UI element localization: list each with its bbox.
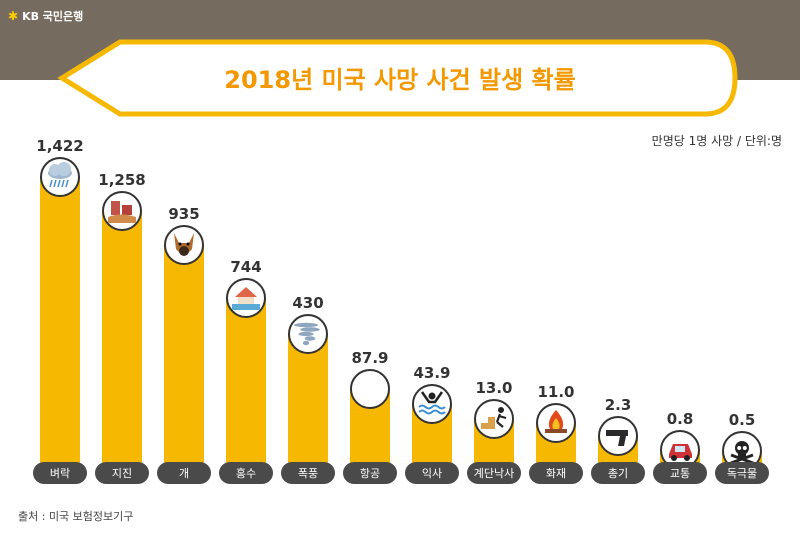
bar-group: 11.0 화재 (529, 383, 583, 484)
category-pill (467, 462, 521, 484)
bar (288, 334, 328, 472)
category-pill (529, 462, 583, 484)
kb-logo: ✱ KB 국민은행 (8, 8, 83, 24)
bar-group: 1,258 지진 (95, 171, 149, 484)
value-label: 0.5 (729, 411, 756, 429)
value-label: 11.0 (537, 383, 574, 401)
flood-house-icon (226, 278, 266, 318)
category-label: 개 (179, 467, 189, 480)
rain-cloud-icon (40, 157, 80, 197)
bar-group: 0.8 교통 (653, 410, 707, 484)
bar (102, 211, 142, 472)
category-label: 총기 (608, 467, 628, 480)
airplane-icon (350, 369, 390, 409)
category-pill (219, 462, 273, 484)
stair-fall-icon (474, 399, 514, 439)
category-label: 지진 (112, 467, 132, 480)
bar-group: 43.9 익사 (405, 364, 459, 484)
kb-star-icon: ✱ (8, 9, 19, 23)
category-pill (715, 462, 769, 484)
category-label: 화재 (546, 467, 566, 480)
value-label: 87.9 (351, 349, 388, 367)
value-label: 1,422 (36, 137, 83, 155)
bar-group: 744 홍수 (219, 258, 273, 484)
value-label: 430 (292, 294, 323, 312)
bar-group: 13.0 계단낙사 (467, 379, 521, 484)
bar-group: 2.3 총기 (591, 396, 645, 484)
bars-layer: 1,422 벼락 1,258 지진 935 개 744 홍수 430 폭풍 87.9 항공 43.9 익사… (33, 137, 769, 484)
source-note: 출처 : 미국 보험정보기구 (18, 510, 134, 523)
gun-icon (598, 416, 638, 456)
bar-group: 430 폭풍 (281, 294, 335, 484)
category-pill (281, 462, 335, 484)
category-label: 익사 (422, 467, 442, 480)
category-label: 홍수 (236, 466, 256, 480)
category-label: 항공 (360, 467, 380, 480)
category-pill (405, 462, 459, 484)
car-crash-icon (660, 430, 700, 470)
value-label: 935 (168, 205, 199, 223)
title-banner (57, 39, 738, 117)
category-pill (157, 462, 211, 484)
skull-poison-icon (722, 431, 762, 471)
brand-name: KB 국민은행 (22, 10, 84, 23)
chart-title: 2018년 미국 사망 사건 발생 확률 (224, 66, 575, 94)
value-label: 0.8 (667, 410, 694, 428)
bar-group: 0.5 독극물 (715, 411, 769, 484)
fire-icon (536, 403, 576, 443)
category-pill (591, 462, 645, 484)
value-label: 2.3 (605, 396, 632, 414)
value-label: 43.9 (413, 364, 450, 382)
bar-group: 1,422 벼락 (33, 137, 87, 484)
category-label: 계단낙사 (474, 467, 514, 480)
dog-icon (164, 225, 204, 265)
unit-note: 만명당 1명 사망 / 단위:명 (651, 134, 782, 148)
value-label: 744 (230, 258, 261, 276)
category-pill (653, 462, 707, 484)
value-label: 1,258 (98, 171, 145, 189)
category-label: 독극물 (727, 467, 757, 480)
bar (164, 245, 204, 472)
drowning-icon (412, 384, 452, 424)
bar-group: 935 개 (157, 205, 211, 484)
category-pill (343, 462, 397, 484)
category-label: 교통 (670, 467, 690, 480)
category-pill (33, 462, 87, 484)
category-pill (95, 462, 149, 484)
bar (40, 177, 80, 472)
category-label: 벼락 (50, 467, 70, 480)
bar-group: 87.9 항공 (343, 349, 397, 484)
earthquake-icon (102, 191, 142, 231)
bar (226, 298, 266, 472)
tornado-icon (288, 314, 328, 354)
category-label: 폭풍 (298, 467, 318, 480)
value-label: 13.0 (475, 379, 512, 397)
